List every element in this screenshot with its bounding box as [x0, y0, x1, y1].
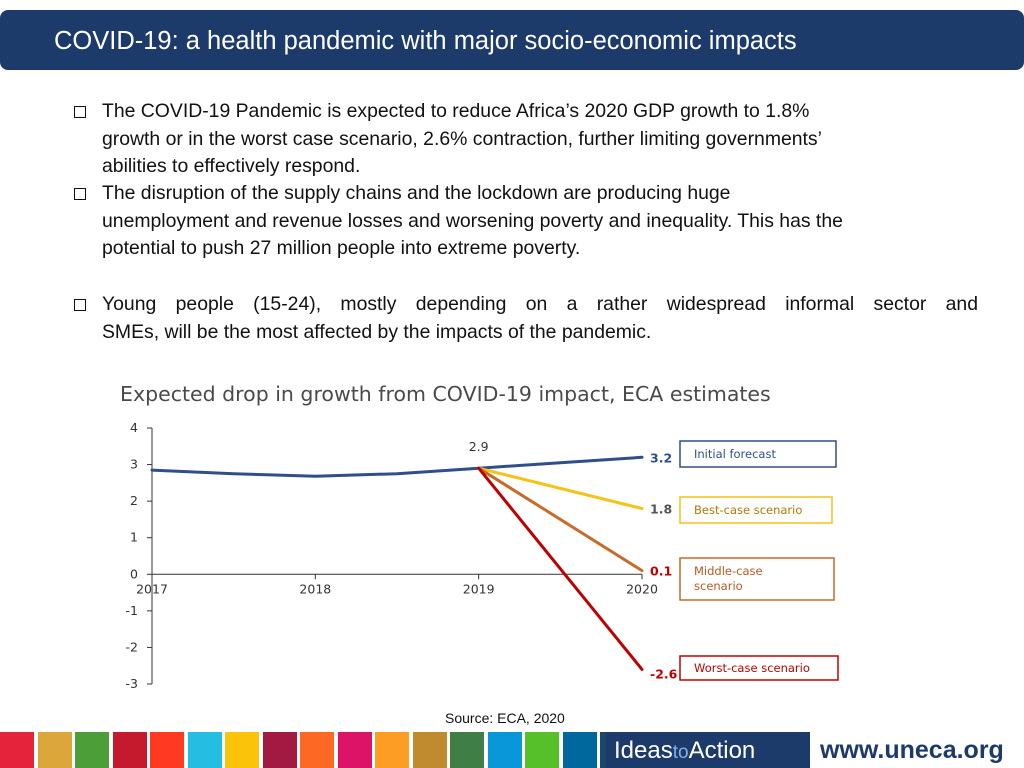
legend-box — [679, 496, 833, 524]
legend-label: Best-case scenario — [694, 503, 802, 517]
bullet-text: Young people (15-24), mostly depending o… — [102, 291, 978, 346]
sdg-color-block — [262, 732, 297, 768]
bullet-text: The COVID-19 Pandemic is expected to red… — [102, 98, 978, 181]
sdg-color-block — [337, 732, 372, 768]
y-tick-label: -2 — [126, 639, 138, 654]
divergence-value-label: 2.9 — [469, 439, 489, 454]
bullet-line: Young people (15-24), mostly depending o… — [102, 293, 978, 315]
ideas-to-action-banner — [606, 732, 810, 768]
legend-label: Worst-case scenario — [694, 661, 810, 675]
bullet-line: SMEs, will be the most affected by the i… — [102, 320, 652, 343]
bullet-line: abilities to effectively respond. — [102, 155, 361, 177]
source-note: Source: ECA, 2020 — [445, 710, 565, 726]
checkbox-bullet-icon — [74, 188, 86, 200]
series-end-value-label: 0.1 — [650, 564, 672, 579]
bullet-supply-chains: The disruption of the supply chains and … — [72, 180, 978, 263]
sdg-color-block — [150, 732, 184, 768]
series-line — [477, 466, 644, 510]
growth-chart: Expected drop in growth from COVID-19 im… — [120, 382, 839, 691]
action-word: Action — [688, 737, 756, 764]
x-tick-label: 2019 — [463, 581, 495, 596]
y-tick-label: 3 — [130, 457, 138, 472]
bullet-young-people: Young people (15-24), mostly depending o… — [72, 291, 978, 346]
to-word: to — [672, 742, 689, 763]
sdg-color-block — [450, 732, 484, 768]
sdg-color-block — [487, 732, 522, 768]
sdg-color-block — [112, 732, 147, 768]
sdg-color-block — [187, 732, 222, 768]
sdg-color-block — [375, 732, 409, 768]
legend-box — [679, 655, 839, 681]
bullet-line: The disruption of the supply chains and … — [102, 182, 731, 204]
page-title: COVID-19: a health pandemic with major s… — [54, 27, 797, 55]
series-line — [477, 466, 644, 671]
legend-label: Middle-case scenario — [694, 564, 763, 593]
sdg-color-block — [75, 732, 109, 768]
x-tick-label: 2020 — [626, 581, 658, 596]
sdg-color-block — [412, 732, 447, 768]
bullet-line: unemployment and revenue losses and wors… — [102, 209, 843, 232]
chart-lines — [150, 455, 644, 671]
bullet-line: The COVID-19 Pandemic is expected to red… — [102, 100, 810, 122]
y-tick-label: 2 — [130, 493, 138, 508]
series-end-value-label: 1.8 — [650, 501, 672, 516]
x-tick-label: 2017 — [136, 581, 168, 596]
legend-box — [679, 557, 835, 601]
sdg-color-block — [525, 732, 559, 768]
series-end-value-label: -2.6 — [650, 666, 678, 681]
y-tick-label: -1 — [126, 603, 138, 618]
y-tick-label: 4 — [130, 420, 138, 435]
legend-box — [679, 440, 837, 468]
series-line — [150, 455, 644, 478]
chart-legend: Initial forecast Best-case scenario Middle… — [679, 440, 839, 681]
bullet-text: The disruption of the supply chains and … — [102, 180, 978, 263]
chart-labels: 2.9 3.2 1.8 0.1 -2.6 — [469, 439, 678, 681]
sdg-color-block — [300, 732, 334, 768]
y-tick-label: -3 — [126, 676, 138, 691]
y-tick-label: 0 — [130, 566, 138, 581]
sdg-color-block — [562, 732, 597, 768]
sdg-color-block — [0, 732, 34, 768]
checkbox-bullet-icon — [74, 299, 86, 311]
y-tick-label: 1 — [130, 530, 138, 545]
bullet-line: growth or in the worst case scenario, 2.… — [102, 127, 822, 150]
bullet-line: potential to push 27 million people into… — [102, 237, 581, 259]
title-bar — [0, 10, 1024, 70]
ideas-word: Ideas — [614, 737, 673, 764]
ideas-to-action-logo: IdeastoAction — [614, 737, 755, 765]
legend-label: Initial forecast — [694, 447, 776, 461]
checkbox-bullet-icon — [74, 106, 86, 118]
sdg-color-block — [37, 732, 72, 768]
footer-sdg-strip — [0, 732, 1024, 768]
chart-title: Expected drop in growth from COVID-19 im… — [120, 382, 771, 406]
series-end-value-label: 3.2 — [650, 450, 672, 465]
bullet-gdp: The COVID-19 Pandemic is expected to red… — [72, 98, 978, 181]
x-tick-label: 2018 — [299, 581, 331, 596]
website-link[interactable]: www.uneca.org — [820, 736, 1004, 764]
chart-axes: 4 3 2 1 0 -1 -2 -3 2017 2018 2019 2020 — [126, 420, 658, 691]
sdg-color-block — [225, 732, 259, 768]
series-line — [477, 466, 644, 573]
